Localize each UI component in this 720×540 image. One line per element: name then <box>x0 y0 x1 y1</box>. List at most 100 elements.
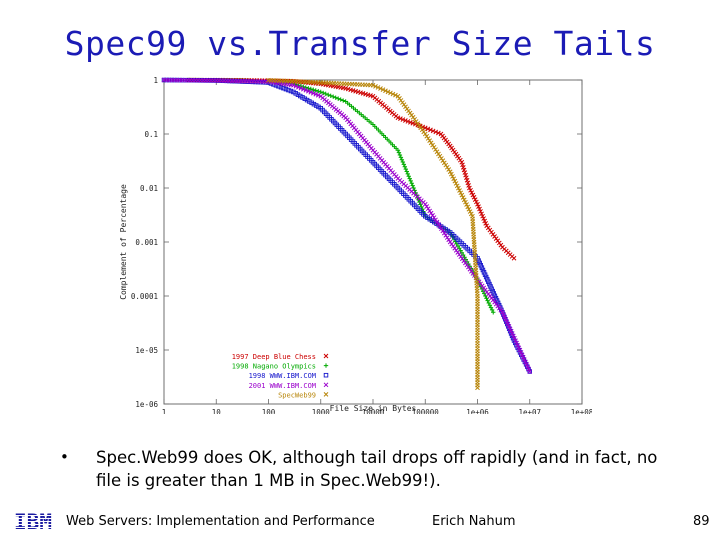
data-point <box>434 149 440 155</box>
data-point <box>433 147 438 152</box>
data-point <box>491 310 496 315</box>
data-point <box>465 204 471 210</box>
data-point <box>439 226 444 232</box>
x-tick-label: 10000 <box>362 408 385 414</box>
data-point <box>180 77 185 83</box>
data-point <box>288 88 294 94</box>
data-point <box>399 157 405 162</box>
x-axis-label: File Size in Bytes <box>330 404 417 413</box>
data-point <box>511 333 516 339</box>
data-point <box>422 125 428 131</box>
data-point <box>428 210 434 216</box>
data-point <box>193 78 198 83</box>
data-point <box>169 77 175 83</box>
data-point <box>403 166 408 172</box>
data-point <box>517 347 523 353</box>
data-point <box>443 162 449 168</box>
data-point <box>385 89 391 95</box>
data-point <box>480 289 486 294</box>
data-point <box>400 117 406 122</box>
data-point <box>475 385 480 391</box>
data-point <box>424 204 430 209</box>
data-point <box>494 298 500 303</box>
data-point <box>450 174 455 179</box>
data-point <box>406 174 411 179</box>
data-point <box>182 77 188 83</box>
data-point <box>463 199 468 205</box>
log-log-scatter-chart: 1 10 100 1000 10000 100000 1e+06 1e+07 1e+08 1 0.1… <box>119 76 592 414</box>
x-tick-label: 100 <box>262 408 276 414</box>
data-point <box>427 208 433 214</box>
data-point <box>395 148 401 153</box>
data-point <box>177 77 182 83</box>
data-point <box>525 364 530 370</box>
data-point <box>489 286 494 292</box>
data-point <box>433 217 438 223</box>
x-tick-label: 1e+08 <box>571 408 592 414</box>
data-point <box>479 211 484 217</box>
data-point <box>422 201 428 207</box>
data-point <box>487 281 492 287</box>
data-point <box>502 314 507 320</box>
data-point <box>466 206 472 212</box>
data-point <box>483 274 489 280</box>
data-point <box>455 243 461 249</box>
data-point <box>396 150 402 155</box>
data-point <box>211 78 216 83</box>
data-point <box>198 78 203 83</box>
data-point <box>514 340 519 346</box>
data-point <box>501 312 506 317</box>
data-point <box>518 350 524 355</box>
data-point <box>405 119 411 124</box>
data-point <box>164 77 169 83</box>
data-point <box>479 265 485 270</box>
data-point <box>301 86 306 92</box>
data-point <box>428 127 433 133</box>
y-tick-label: 0.1 <box>144 130 158 139</box>
data-point <box>273 83 279 88</box>
data-point <box>380 87 386 92</box>
data-point <box>410 183 415 188</box>
x-tick-label: 1e+07 <box>518 408 541 414</box>
data-point <box>448 171 454 177</box>
data-point <box>436 221 441 227</box>
data-point <box>443 232 449 238</box>
data-point <box>481 270 487 275</box>
data-point <box>403 118 408 123</box>
data-point <box>398 116 403 122</box>
data-point <box>444 164 450 170</box>
data-point <box>478 263 484 268</box>
data-point <box>477 260 482 266</box>
data-point <box>485 298 490 303</box>
data-point <box>453 181 459 186</box>
data-point <box>410 120 416 126</box>
data-point <box>521 357 527 362</box>
data-point <box>454 183 460 189</box>
data-point <box>493 295 499 301</box>
data-point <box>375 85 381 90</box>
data-point <box>489 307 495 313</box>
data-point <box>213 78 219 83</box>
legend-marker <box>323 353 329 359</box>
data-point <box>516 345 522 351</box>
data-point <box>484 296 489 301</box>
data-point <box>187 77 193 83</box>
data-point <box>470 192 476 198</box>
data-point <box>440 228 446 234</box>
data-point <box>460 195 466 200</box>
data-point <box>306 86 311 91</box>
data-point <box>370 82 376 88</box>
ibm-logo: IBM <box>14 510 52 532</box>
data-point <box>439 156 444 161</box>
data-point <box>461 197 467 203</box>
data-point <box>437 224 443 229</box>
data-point <box>471 194 477 200</box>
data-point <box>504 319 510 325</box>
data-point <box>481 216 486 221</box>
data-point <box>206 78 211 83</box>
data-point <box>161 77 167 83</box>
data-point <box>434 219 440 225</box>
data-point <box>482 218 488 224</box>
data-point <box>500 309 505 315</box>
legend-marker <box>323 363 329 368</box>
